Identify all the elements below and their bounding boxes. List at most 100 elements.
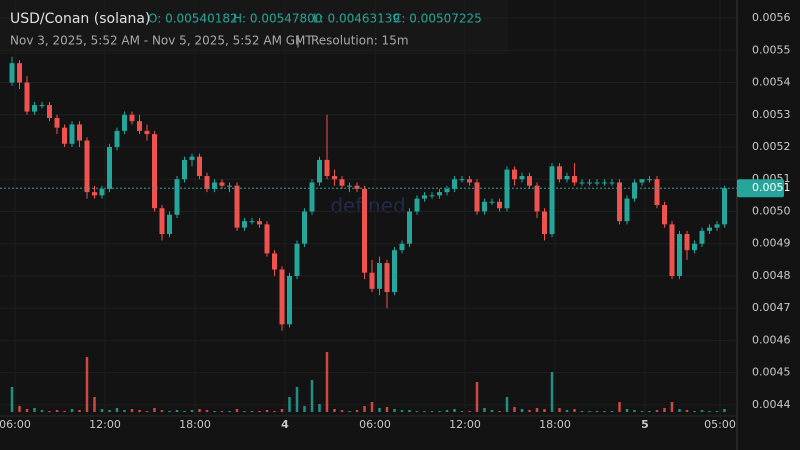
volume-bar	[228, 411, 231, 412]
volume-bar	[385, 407, 389, 412]
volume-bar	[115, 408, 119, 412]
volume-bar	[168, 411, 171, 412]
candle-body	[497, 201, 502, 209]
candle-body	[512, 169, 517, 180]
candle-body	[249, 221, 255, 223]
candle-body	[407, 211, 412, 244]
candle-body	[219, 182, 225, 186]
volume-bar	[693, 411, 696, 412]
separator: |	[296, 34, 300, 48]
volume-bar	[468, 411, 471, 412]
candle-body	[542, 211, 547, 235]
candle-body	[144, 130, 150, 135]
volume-bar	[243, 411, 246, 412]
x-tick-label: 12:00	[89, 418, 121, 431]
candle-body	[617, 182, 622, 222]
y-tick-label: 0.0052	[752, 140, 791, 153]
x-tick-label: 06:00	[0, 418, 31, 431]
volume-bar	[235, 409, 239, 412]
candle-body	[474, 182, 480, 212]
y-tick-label: 0.0054	[752, 76, 791, 89]
volume-bar	[130, 409, 134, 412]
volume-bar	[393, 409, 396, 412]
candle-body	[32, 105, 37, 112]
ohlc-value: O: 0.00540182	[148, 12, 238, 26]
x-tick-label: 18:00	[179, 418, 211, 431]
candle-body	[332, 176, 337, 180]
candle-body	[264, 224, 270, 254]
volume-bar	[475, 382, 479, 412]
y-tick-label: 0.0055	[752, 43, 791, 56]
volume-bar	[63, 411, 66, 412]
volume-bar	[648, 411, 651, 412]
y-tick-label: 0.0053	[752, 108, 791, 121]
volume-bar	[700, 410, 704, 412]
candle-body	[92, 192, 97, 196]
volume-bar	[603, 411, 606, 412]
header-panel	[0, 0, 508, 54]
candle-body	[467, 179, 472, 183]
symbol: USD/Conan (solana)	[10, 11, 150, 27]
candle-body	[564, 176, 570, 180]
volume-bar	[198, 409, 201, 412]
candle-body	[174, 179, 180, 215]
ohlc-value: C: 0.00507225	[393, 12, 482, 26]
candle-body	[684, 234, 690, 251]
candle-body	[632, 182, 637, 199]
volume-bar	[310, 380, 314, 412]
volume-bar	[378, 408, 381, 412]
ohlc-value: L: 0.00463139	[313, 12, 400, 26]
candle-body	[204, 176, 210, 189]
candle-body	[272, 253, 277, 270]
volume-bar	[520, 409, 524, 412]
candle-body	[39, 105, 45, 107]
volume-bar	[205, 410, 209, 412]
candle-body	[414, 198, 420, 212]
x-tick-label: 05:00	[704, 418, 736, 431]
candle-body	[572, 176, 577, 183]
candle-body	[324, 159, 330, 177]
last-price-tag	[737, 179, 784, 198]
volume-bar	[138, 410, 141, 412]
resolution: Resolution: 15m	[311, 34, 409, 48]
volume-bar	[145, 411, 149, 412]
candle-body	[54, 117, 60, 128]
volume-bar	[250, 411, 254, 412]
candle-body	[122, 114, 127, 131]
volume-bar	[340, 410, 344, 412]
x-tick-label: 4	[281, 418, 289, 431]
volume-bar	[318, 404, 321, 412]
candle-body	[444, 188, 450, 193]
candle-body	[489, 201, 495, 203]
y-tick-label: 0.0046	[752, 333, 791, 346]
volume-bar	[273, 411, 276, 412]
volume-bar	[625, 409, 629, 412]
volume-bar	[295, 387, 299, 412]
candle-body	[189, 156, 195, 160]
candle-body	[722, 188, 727, 225]
volume-bar	[10, 387, 14, 412]
volume-bar	[543, 409, 546, 412]
candle-body	[459, 179, 465, 181]
candle-body	[609, 182, 615, 184]
candle-body	[69, 124, 75, 144]
volume-bar	[445, 410, 449, 412]
volume-bar	[580, 411, 584, 412]
candle-body	[234, 185, 240, 228]
volume-bar	[370, 402, 374, 412]
candle-body	[9, 63, 15, 83]
volume-bar	[423, 411, 426, 412]
volume-bar	[33, 408, 36, 412]
volume-bar	[220, 411, 224, 412]
volume-bar	[708, 411, 711, 412]
candle-body	[309, 182, 315, 212]
volume-bar	[505, 397, 509, 412]
candle-body	[77, 124, 82, 141]
candle-body	[47, 105, 52, 118]
volume-bar	[333, 409, 336, 412]
volume-bar	[430, 411, 434, 412]
volume-bar	[460, 411, 464, 412]
candle-body	[362, 188, 367, 273]
volume-bar	[280, 409, 284, 412]
